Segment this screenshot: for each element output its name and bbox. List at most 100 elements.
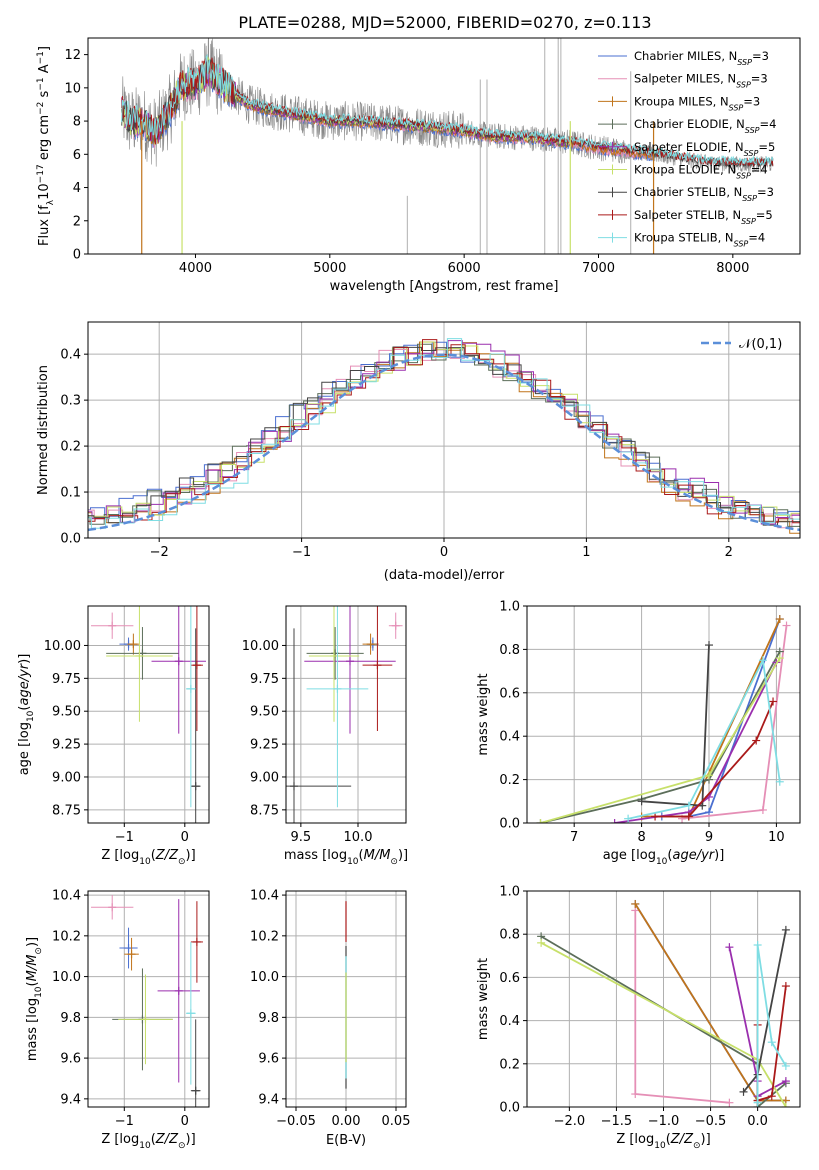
x-tick-label: −2 — [150, 545, 169, 560]
x-axis-label: mass [log10(M/M⊙)] — [284, 848, 408, 867]
y-tick-label: 10.00 — [242, 639, 279, 654]
x-axis-label: (data-model)/error — [384, 568, 505, 583]
y-tick-label: 6 — [73, 148, 81, 163]
y-tick-label: 0.0 — [60, 532, 81, 547]
histogram-chabrier-stelib — [88, 346, 800, 526]
histogram-salpeter-elodie — [88, 340, 800, 525]
x-tick-label: 0 — [440, 545, 448, 560]
y-tick-label: 10.4 — [250, 889, 279, 904]
x-axis-label: age [log10(age/yr)] — [603, 848, 725, 867]
y-tick-label: 0.2 — [499, 773, 520, 788]
plot-area — [91, 895, 203, 1107]
panel-residuals: −2 −1 0 1 2 0.0 0.1 0.2 0.3 0.4 (data-model)/error… — [36, 321, 801, 583]
series-line-chabrier-stelib — [641, 645, 710, 807]
x-tick-label: −0.05 — [276, 1114, 316, 1129]
x-tick-label: −1 — [292, 545, 311, 560]
y-tick-label: 9.00 — [52, 770, 81, 785]
y-tick-label: 9.6 — [258, 1052, 279, 1067]
y-tick-label: 0.8 — [499, 643, 520, 658]
x-tick-label: 2 — [725, 545, 733, 560]
y-tick-label: 9.50 — [52, 705, 81, 720]
legend-label: Kroupa STELIB, NSSP=4 — [634, 231, 765, 249]
y-tick-label: 10.0 — [52, 970, 81, 985]
series-line-kroupa-elodie — [540, 657, 781, 823]
x-axis-label: Z [log10(Z/Z⊙)] — [101, 1132, 195, 1151]
plot-frame — [526, 605, 801, 824]
y-tick-label: 9.8 — [60, 1011, 81, 1026]
y-tick-label: 10 — [64, 81, 81, 96]
x-tick-label: 8000 — [716, 261, 749, 276]
y-tick-label: 0.0 — [499, 1101, 520, 1116]
x-tick-label: −1 — [115, 830, 134, 845]
y-tick-label: 9.6 — [60, 1052, 81, 1067]
x-axis-label: Z [log10(Z/Z⊙)] — [616, 1132, 710, 1151]
panel-weight-vs-age: 7 8 9 10 0.0 0.2 0.4 0.6 0.8 1.0 age [log10(age/yr… — [476, 600, 801, 867]
model-kroupa-stelib — [121, 53, 774, 166]
histogram-chabrier-miles — [88, 341, 800, 519]
y-tick-label: 9.4 — [60, 1092, 81, 1107]
x-tick-label: 1 — [582, 545, 590, 560]
legend-label: Kroupa MILES, NSSP=3 — [634, 94, 760, 112]
legend-label: Kroupa ELODIE, NSSP=4 — [634, 163, 768, 181]
legend-label: Chabrier ELODIE, NSSP=4 — [634, 117, 776, 135]
x-tick-label: 7000 — [582, 261, 615, 276]
x-tick-label: 0 — [181, 830, 189, 845]
plot-frame — [87, 890, 210, 1108]
y-tick-label: 0.1 — [60, 486, 81, 501]
y-tick-label: 0.4 — [499, 730, 520, 745]
y-axis-label: Flux [fλ10−17 erg cm−2 s−1 A−1] — [36, 46, 56, 246]
x-tick-label: 7 — [570, 830, 578, 845]
panel-age-vs-metallicity: −1 0 8.75 9.00 9.25 9.50 9.75 10.00 Z [log10(Z/Z… — [17, 605, 210, 867]
x-tick-label: −1.0 — [648, 1114, 680, 1129]
plot-frame — [526, 890, 801, 1108]
y-tick-label: 10.2 — [52, 929, 81, 944]
series-line-kroupa-miles — [641, 618, 781, 818]
y-axis-label: Normed distribution — [36, 365, 51, 495]
figure-title: PLATE=0288, MJD=52000, FIBERID=0270, z=0… — [238, 13, 651, 32]
y-tick-label: 1.0 — [499, 600, 520, 615]
x-tick-label: 9.5 — [291, 830, 312, 845]
y-axis-label: age [log10(age/yr)] — [17, 654, 36, 776]
series-line-kroupa-stelib — [627, 657, 781, 820]
y-tick-label: 0.2 — [60, 440, 81, 455]
y-tick-label: 8.75 — [250, 803, 279, 818]
x-tick-label: −2.0 — [554, 1114, 586, 1129]
plot-area — [121, 38, 774, 254]
y-tick-label: 0.3 — [60, 394, 81, 409]
y-tick-label: 0 — [73, 248, 81, 263]
plot-frame — [87, 37, 801, 255]
series-line-chabrier-stelib — [742, 929, 787, 1093]
x-tick-label: 5000 — [313, 261, 346, 276]
panel-spectrum: 4000 5000 6000 7000 8000 0 2 4 6 8 10 12 wavelength … — [36, 37, 801, 294]
y-tick-label: 0.8 — [499, 928, 520, 943]
plot-frame — [87, 321, 801, 539]
y-tick-label: 9.75 — [250, 672, 279, 687]
y-tick-label: 10.2 — [250, 929, 279, 944]
plot-frame — [87, 605, 210, 824]
x-axis-label: wavelength [Angstrom, rest frame] — [330, 279, 559, 294]
y-axis-label: mass [log10(M/M⊙)] — [25, 937, 44, 1061]
y-tick-label: 8.75 — [52, 803, 81, 818]
histogram-salpeter-stelib — [88, 339, 800, 524]
x-axis-label: E(B-V) — [326, 1133, 366, 1148]
legend-label: Salpeter STELIB, NSSP=5 — [634, 208, 773, 226]
legend-label: 𝒩(0,1) — [739, 337, 782, 352]
plot-area — [286, 606, 403, 823]
y-tick-label: 12 — [64, 48, 81, 63]
y-tick-label: 0.6 — [499, 686, 520, 701]
legend-label: Salpeter MILES, NSSP=3 — [634, 72, 768, 90]
y-tick-label: 0.4 — [60, 348, 81, 363]
series-line-chabrier-miles — [661, 618, 781, 818]
y-tick-label: 1.0 — [499, 885, 520, 900]
x-tick-label: −1 — [115, 1114, 134, 1129]
y-tick-label: 8 — [73, 115, 81, 130]
y-tick-label: 0.2 — [499, 1057, 520, 1072]
y-tick-label: 9.4 — [258, 1092, 279, 1107]
y-tick-label: 4 — [73, 181, 81, 196]
y-axis-label: mass weight — [476, 958, 491, 1040]
plot-area — [88, 338, 800, 534]
x-tick-label: 10.0 — [344, 830, 373, 845]
legend-label: Chabrier MILES, NSSP=3 — [634, 49, 769, 67]
y-tick-label: 9.50 — [250, 705, 279, 720]
y-axis-label: mass weight — [476, 673, 491, 755]
